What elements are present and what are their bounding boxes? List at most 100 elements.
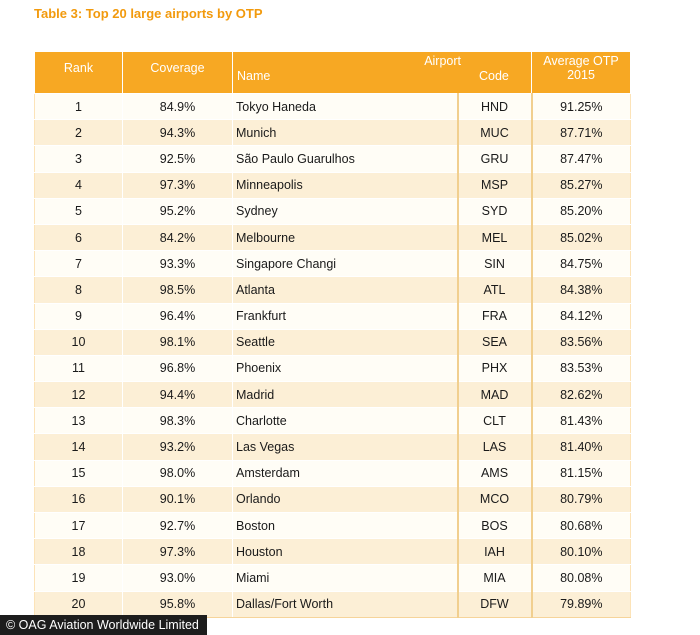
- cell-rank: 3: [34, 145, 123, 173]
- header-airport-sub: Name Code: [235, 69, 531, 84]
- cell-airport-name: Las Vegas: [232, 433, 458, 461]
- header-otp-line2: 2015: [567, 68, 595, 82]
- cell-airport-name: Minneapolis: [232, 172, 458, 199]
- header-airport-label: Airport: [424, 54, 462, 68]
- cell-airport-code: IAH: [456, 538, 533, 566]
- header-rank: Rank: [34, 51, 123, 94]
- cell-airport-name: Seattle: [232, 329, 458, 356]
- cell-average-otp: 84.75%: [531, 250, 632, 278]
- cell-rank: 19: [34, 564, 123, 592]
- header-code: Code: [479, 69, 509, 83]
- cell-average-otp: 87.71%: [531, 119, 632, 147]
- cell-coverage: 84.2%: [122, 224, 233, 252]
- cell-coverage: 96.8%: [122, 355, 233, 383]
- cell-rank: 4: [34, 172, 123, 199]
- cell-average-otp: 87.47%: [531, 145, 632, 173]
- header-otp-line1: Average OTP: [543, 54, 619, 68]
- table-row: 6 84.2% Melbourne MEL 85.02%: [34, 224, 632, 252]
- cell-airport-code: SYD: [456, 198, 533, 225]
- cell-coverage: 98.3%: [122, 407, 233, 435]
- cell-average-otp: 81.40%: [531, 433, 632, 461]
- table-row: 16 90.1% Orlando MCO 80.79%: [34, 486, 632, 514]
- table-row: 10 98.1% Seattle SEA 83.56%: [34, 329, 632, 356]
- table-body: 1 84.9% Tokyo Haneda HND 91.25% 2 94.3% Munich M…: [34, 93, 632, 618]
- cell-airport-name: Frankfurt: [232, 303, 458, 330]
- cell-airport-code: SIN: [456, 250, 533, 278]
- table-row: 14 93.2% Las Vegas LAS 81.40%: [34, 433, 632, 461]
- cell-rank: 2: [34, 119, 123, 147]
- cell-coverage: 94.4%: [122, 381, 233, 409]
- cell-airport-name: Charlotte: [232, 407, 458, 435]
- cell-average-otp: 79.89%: [531, 591, 632, 618]
- cell-average-otp: 83.53%: [531, 355, 632, 383]
- cell-airport-code: MEL: [456, 224, 533, 252]
- header-airport: Airport Name Code: [231, 51, 533, 94]
- cell-airport-name: Orlando: [232, 486, 458, 514]
- table-row: 20 95.8% Dallas/Fort Worth DFW 79.89%: [34, 591, 632, 618]
- table-row: 18 97.3% Houston IAH 80.10%: [34, 538, 632, 566]
- table-row: 1 84.9% Tokyo Haneda HND 91.25%: [34, 93, 632, 121]
- header-name: Name: [237, 69, 271, 83]
- cell-airport-code: MAD: [456, 381, 533, 409]
- table-row: 12 94.4% Madrid MAD 82.62%: [34, 381, 632, 409]
- table-header: Rank Coverage Airport Name Code Average …: [34, 51, 632, 94]
- cell-airport-code: DFW: [456, 591, 533, 618]
- cell-average-otp: 82.62%: [531, 381, 632, 409]
- cell-rank: 6: [34, 224, 123, 252]
- cell-airport-name: Dallas/Fort Worth: [232, 591, 458, 618]
- cell-coverage: 96.4%: [122, 303, 233, 330]
- cell-coverage: 93.3%: [122, 250, 233, 278]
- cell-airport-name: Phoenix: [232, 355, 458, 383]
- cell-airport-name: Amsterdam: [232, 460, 458, 487]
- cell-airport-code: MUC: [456, 119, 533, 147]
- header-coverage: Coverage: [122, 51, 233, 94]
- cell-coverage: 97.3%: [122, 538, 233, 566]
- cell-airport-code: PHX: [456, 355, 533, 383]
- cell-airport-name: São Paulo Guarulhos: [232, 145, 458, 173]
- cell-airport-name: Tokyo Haneda: [232, 93, 458, 121]
- table-row: 3 92.5% São Paulo Guarulhos GRU 87.47%: [34, 145, 632, 173]
- cell-airport-code: CLT: [456, 407, 533, 435]
- cell-rank: 17: [34, 512, 123, 540]
- header-otp: Average OTP 2015: [531, 51, 632, 94]
- cell-average-otp: 91.25%: [531, 93, 632, 121]
- cell-airport-name: Atlanta: [232, 276, 458, 304]
- cell-airport-code: SEA: [456, 329, 533, 356]
- table-row: 9 96.4% Frankfurt FRA 84.12%: [34, 303, 632, 330]
- cell-coverage: 92.5%: [122, 145, 233, 173]
- cell-coverage: 98.0%: [122, 460, 233, 487]
- cell-coverage: 98.1%: [122, 329, 233, 356]
- cell-average-otp: 80.68%: [531, 512, 632, 540]
- table-row: 5 95.2% Sydney SYD 85.20%: [34, 198, 632, 225]
- cell-rank: 16: [34, 486, 123, 514]
- copyright-watermark: © OAG Aviation Worldwide Limited: [0, 615, 207, 635]
- cell-airport-code: MCO: [456, 486, 533, 514]
- cell-average-otp: 80.79%: [531, 486, 632, 514]
- cell-coverage: 93.0%: [122, 564, 233, 592]
- table-row: 7 93.3% Singapore Changi SIN 84.75%: [34, 250, 632, 278]
- table-row: 13 98.3% Charlotte CLT 81.43%: [34, 407, 632, 435]
- table-row: 17 92.7% Boston BOS 80.68%: [34, 512, 632, 540]
- cell-airport-code: LAS: [456, 433, 533, 461]
- cell-airport-name: Miami: [232, 564, 458, 592]
- table-row: 2 94.3% Munich MUC 87.71%: [34, 119, 632, 147]
- cell-rank: 8: [34, 276, 123, 304]
- cell-average-otp: 80.10%: [531, 538, 632, 566]
- header-row: Rank Coverage Airport Name Code Average …: [34, 51, 632, 94]
- cell-airport-code: BOS: [456, 512, 533, 540]
- cell-rank: 9: [34, 303, 123, 330]
- table-row: 4 97.3% Minneapolis MSP 85.27%: [34, 172, 632, 199]
- cell-rank: 5: [34, 198, 123, 225]
- cell-airport-code: FRA: [456, 303, 533, 330]
- cell-rank: 10: [34, 329, 123, 356]
- cell-rank: 18: [34, 538, 123, 566]
- cell-average-otp: 81.43%: [531, 407, 632, 435]
- cell-coverage: 90.1%: [122, 486, 233, 514]
- cell-average-otp: 81.15%: [531, 460, 632, 487]
- cell-coverage: 95.2%: [122, 198, 233, 225]
- cell-airport-name: Melbourne: [232, 224, 458, 252]
- cell-average-otp: 84.38%: [531, 276, 632, 304]
- table-row: 19 93.0% Miami MIA 80.08%: [34, 564, 632, 592]
- cell-rank: 1: [34, 93, 123, 121]
